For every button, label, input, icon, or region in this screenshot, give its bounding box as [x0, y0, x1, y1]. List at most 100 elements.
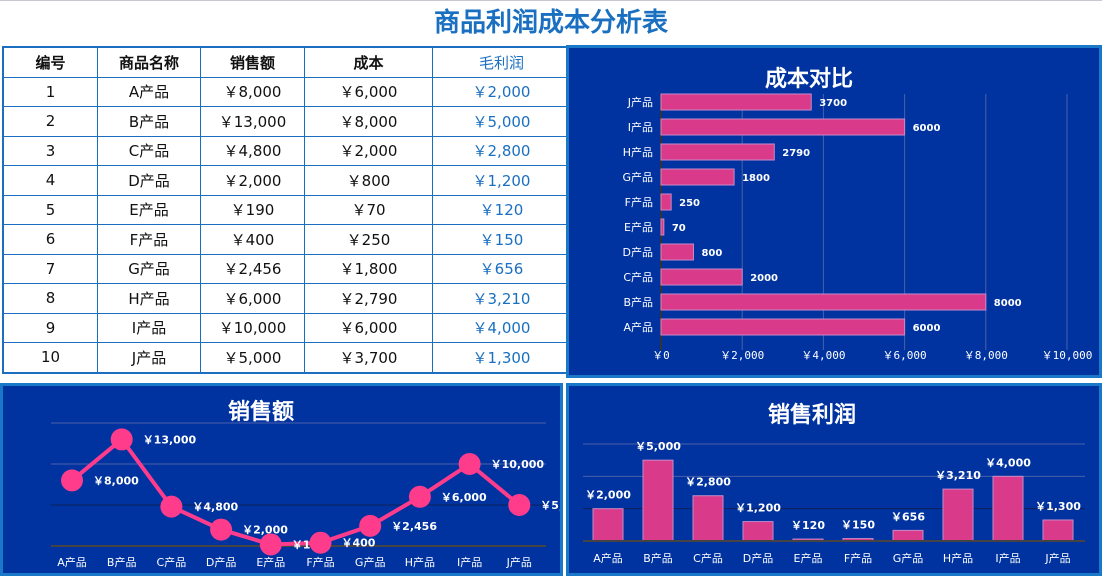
data-label: ￥656: [891, 510, 925, 523]
data-point: [359, 514, 382, 537]
table-cell[interactable]: 3: [2, 135, 98, 166]
bar: [992, 475, 1024, 542]
category-label: D产品: [743, 551, 773, 565]
data-point: [259, 533, 282, 556]
table-cell[interactable]: 10: [2, 342, 98, 373]
category-label: F产品: [844, 551, 872, 565]
bar: [660, 268, 743, 286]
table-cell[interactable]: ￥13,000: [200, 106, 305, 137]
table-cell[interactable]: I产品: [97, 312, 201, 343]
table-row: 8 H产品 ￥6,000 ￥2,790 ￥3,210: [2, 283, 572, 314]
cost-bar-chart: 成本对比 ￥0 ￥2,000 ￥4,000 ￥6,000 ￥8,000 ￥10,000 A产品…: [622, 67, 1092, 362]
table-cell[interactable]: ￥190: [200, 194, 305, 225]
table-cell[interactable]: ￥2,000: [432, 76, 572, 107]
category-label: E产品: [624, 220, 653, 234]
table-cell[interactable]: 1: [2, 76, 98, 107]
cost-chart-panel[interactable]: 成本对比 ￥0 ￥2,000 ￥4,000 ￥6,000 ￥8,000 ￥10,000 A产品…: [566, 45, 1102, 378]
table-cell[interactable]: ￥6,000: [200, 283, 305, 314]
category-label: D产品: [623, 245, 653, 259]
table-cell[interactable]: 7: [2, 253, 98, 284]
table-cell[interactable]: ￥6,000: [304, 312, 433, 343]
table-cell[interactable]: E产品: [97, 194, 201, 225]
chart-title: 销售利润: [768, 402, 856, 428]
table-cell[interactable]: B产品: [97, 106, 201, 137]
table-row: 9 I产品 ￥10,000 ￥6,000 ￥4,000: [2, 312, 572, 343]
sales-line: [70, 436, 521, 547]
table-cell[interactable]: ￥10,000: [200, 312, 305, 343]
category-label: D产品: [206, 555, 236, 569]
category-label: J产品: [627, 95, 653, 109]
data-label: ￥3,210: [935, 469, 981, 482]
bar: [660, 243, 694, 261]
bar: [692, 495, 724, 542]
table-cell[interactable]: ￥1,800: [304, 253, 433, 284]
table-cell[interactable]: ￥70: [304, 194, 433, 225]
x-tick-label: ￥4,000: [801, 349, 845, 362]
table-cell[interactable]: F产品: [97, 224, 201, 255]
table-cell[interactable]: ￥5,000: [432, 106, 572, 137]
table-cell[interactable]: 6: [2, 224, 98, 255]
table-cell[interactable]: ￥2,800: [432, 135, 572, 166]
table-cell[interactable]: G产品: [97, 253, 201, 284]
table-cell[interactable]: 9: [2, 312, 98, 343]
table-cell[interactable]: ￥2,000: [304, 135, 433, 166]
chart-title: 成本对比: [765, 67, 853, 92]
data-point: [160, 495, 183, 518]
table-cell[interactable]: ￥6,000: [304, 76, 433, 107]
table-cell[interactable]: A产品: [97, 76, 201, 107]
data-label: ￥5,000: [635, 440, 681, 453]
table-cell[interactable]: H产品: [97, 283, 201, 314]
table-cell[interactable]: 8: [2, 283, 98, 314]
table-cell[interactable]: C产品: [97, 135, 201, 166]
table-cell[interactable]: ￥120: [432, 194, 572, 225]
data-label: ￥400: [342, 537, 376, 550]
table-cell[interactable]: ￥4,800: [200, 135, 305, 166]
table-cell[interactable]: 2: [2, 106, 98, 137]
bar: [592, 508, 624, 542]
table-cell[interactable]: ￥250: [304, 224, 433, 255]
table-cell[interactable]: ￥4,000: [432, 312, 572, 343]
category-label: I产品: [995, 551, 1020, 565]
table-cell[interactable]: ￥2,000: [200, 165, 305, 196]
table-row: 2 B产品 ￥13,000 ￥8,000 ￥5,000: [2, 106, 572, 137]
table-row: 10 J产品 ￥5,000 ￥3,700 ￥1,300: [2, 342, 572, 373]
table-cell[interactable]: ￥2,456: [200, 253, 305, 284]
table-cell[interactable]: ￥400: [200, 224, 305, 255]
table-cell[interactable]: ￥2,790: [304, 283, 433, 314]
table-cell[interactable]: ￥800: [304, 165, 433, 196]
category-label: G产品: [355, 555, 386, 569]
table-cell[interactable]: ￥3,210: [432, 283, 572, 314]
data-point: [508, 494, 531, 516]
x-tick-label: ￥8,000: [964, 349, 1008, 362]
column-header: 商品名称: [97, 46, 201, 78]
x-tick-label: ￥6,000: [883, 349, 927, 362]
table-cell[interactable]: 4: [2, 165, 98, 196]
data-label: 8000: [994, 298, 1022, 309]
data-point: [61, 469, 83, 492]
category-label: H产品: [943, 551, 973, 565]
table-cell[interactable]: 5: [2, 194, 98, 225]
bar: [660, 193, 672, 211]
table-cell[interactable]: D产品: [97, 165, 201, 196]
table-row: 3 C产品 ￥4,800 ￥2,000 ￥2,800: [2, 135, 572, 166]
table-row: 7 G产品 ￥2,456 ￥1,800 ￥656: [2, 253, 572, 284]
category-label: A产品: [593, 551, 623, 565]
table-cell[interactable]: ￥8,000: [304, 106, 433, 137]
category-label: F产品: [306, 555, 334, 569]
profit-chart-panel[interactable]: 销售利润 ￥2,000 A产品 ￥5,000 B产品 ￥2,800 C产品 ￥1,200 D产品…: [566, 383, 1102, 576]
table-row: 6 F产品 ￥400 ￥250 ￥150: [2, 224, 572, 255]
data-label: 3700: [819, 98, 847, 109]
table-cell[interactable]: ￥5,000: [200, 342, 305, 373]
table-cell[interactable]: ￥1,300: [432, 342, 572, 373]
category-label: A产品: [623, 320, 653, 334]
column-header: 成本: [304, 46, 433, 78]
table-cell[interactable]: ￥3,700: [304, 342, 433, 373]
sales-chart-panel[interactable]: 销售额 ￥8,000 A产品 ￥13,000 B产品 ￥4,800 C产品 ￥2,000 D产品…: [0, 383, 563, 576]
bar: [660, 143, 775, 161]
table-cell[interactable]: ￥150: [432, 224, 572, 255]
table-cell[interactable]: ￥1,200: [432, 165, 572, 196]
data-label: ￥120: [791, 519, 825, 532]
table-cell[interactable]: ￥8,000: [200, 76, 305, 107]
table-cell[interactable]: ￥656: [432, 253, 572, 284]
table-cell[interactable]: J产品: [97, 342, 201, 373]
